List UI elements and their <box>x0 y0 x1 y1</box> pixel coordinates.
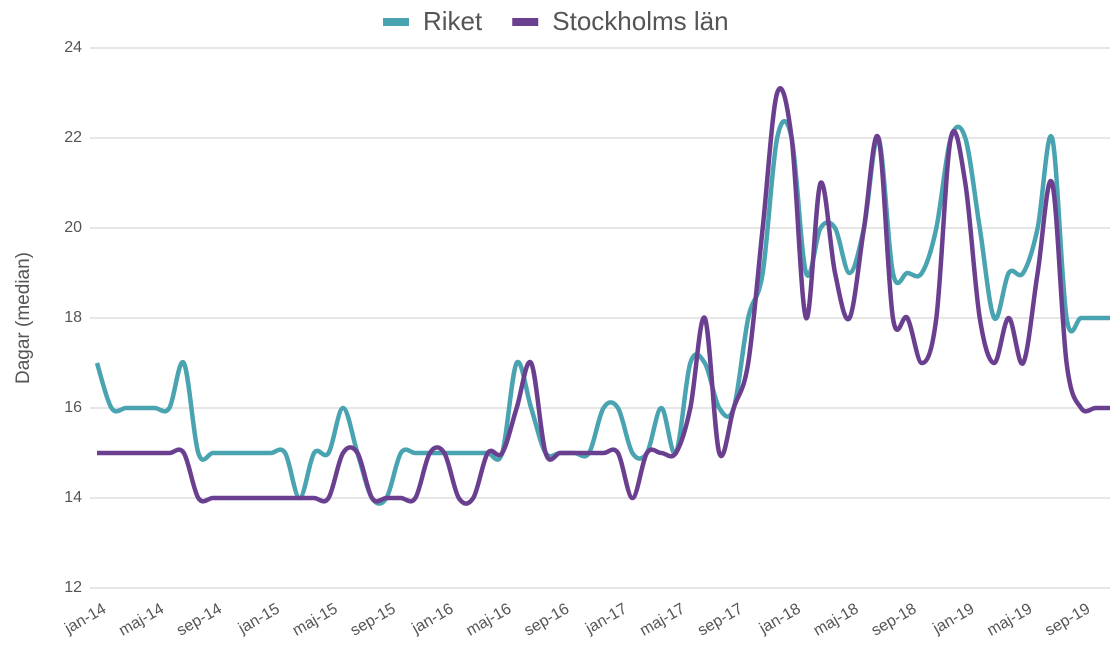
x-tick-label: maj-16 <box>463 600 514 639</box>
x-tick-label: jan-14 <box>61 600 109 638</box>
x-tick-label: jan-18 <box>756 600 804 638</box>
y-tick-label: 20 <box>64 219 82 236</box>
x-tick-label: maj-15 <box>290 600 341 639</box>
legend-swatch <box>383 18 409 26</box>
series-line <box>97 86 1110 506</box>
y-tick-label: 12 <box>64 579 82 596</box>
legend-swatch <box>512 18 539 26</box>
x-tick-label: maj-17 <box>637 600 688 639</box>
y-tick-label: 22 <box>64 129 82 146</box>
x-tick-label: sep-16 <box>521 600 572 639</box>
x-tick-label: jan-19 <box>930 600 978 638</box>
legend-label: Stockholms län <box>552 6 728 36</box>
y-tick-label: 14 <box>64 489 82 506</box>
y-tick-label: 24 <box>64 39 82 56</box>
y-tick-label: 18 <box>64 309 82 326</box>
x-tick-label: sep-15 <box>348 600 399 639</box>
x-tick-label: maj-14 <box>116 600 167 639</box>
y-axis-label: Dagar (median) <box>13 252 34 384</box>
x-tick-label: jan-16 <box>409 600 457 638</box>
legend-label: Riket <box>423 6 483 36</box>
x-tick-label: maj-18 <box>811 600 862 639</box>
series-line <box>94 118 1110 506</box>
x-tick-label: jan-15 <box>235 600 283 638</box>
x-tick-label: jan-17 <box>582 600 630 638</box>
x-tick-label: sep-17 <box>695 600 746 639</box>
y-tick-label: 16 <box>64 399 82 416</box>
x-tick-label: sep-19 <box>1042 600 1093 639</box>
x-tick-label: maj-19 <box>984 600 1035 639</box>
x-tick-label: sep-14 <box>174 600 225 639</box>
x-tick-label: sep-18 <box>869 600 920 639</box>
